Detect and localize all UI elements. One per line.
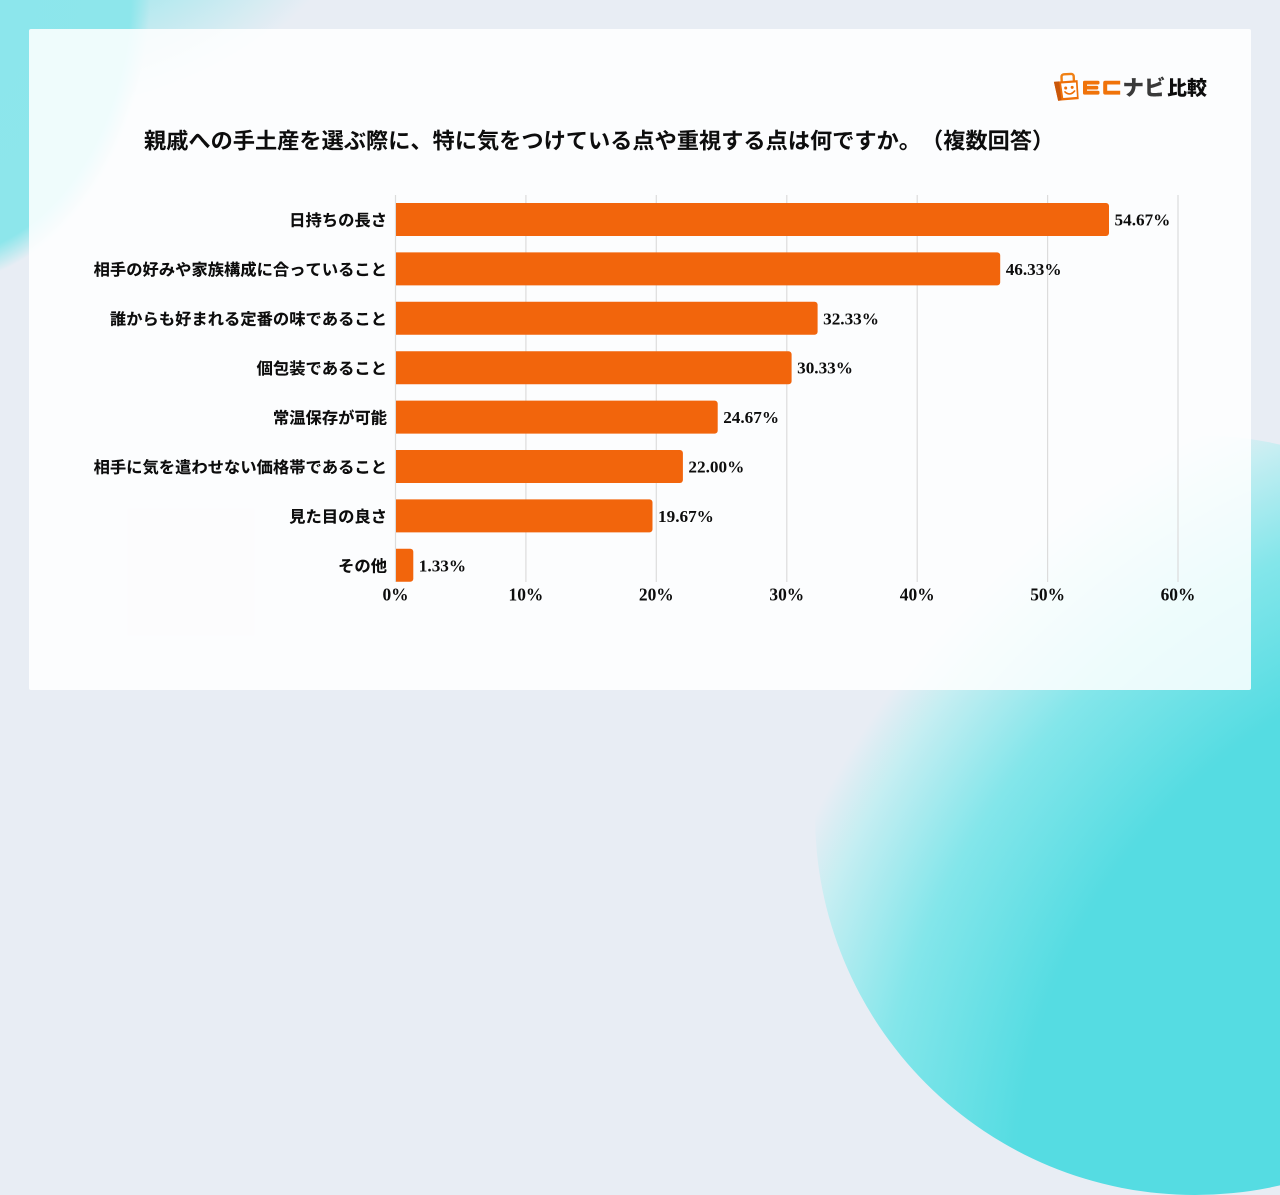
svg-text:60%: 60% [1161, 585, 1196, 605]
svg-text:22.00%: 22.00% [688, 458, 744, 477]
svg-text:46.33%: 46.33% [1006, 260, 1062, 279]
svg-text:10%: 10% [509, 585, 544, 605]
svg-text:24.67%: 24.67% [723, 408, 779, 427]
svg-text:30%: 30% [769, 585, 804, 605]
svg-text:1.33%: 1.33% [419, 556, 466, 575]
svg-text:32.33%: 32.33% [823, 309, 879, 328]
svg-text:20%: 20% [639, 585, 674, 605]
svg-text:30.33%: 30.33% [797, 359, 853, 378]
svg-text:0%: 0% [382, 585, 408, 605]
svg-text:40%: 40% [900, 585, 935, 605]
svg-text:19.67%: 19.67% [658, 507, 714, 526]
svg-text:54.67%: 54.67% [1115, 211, 1171, 230]
svg-text:50%: 50% [1030, 585, 1065, 605]
